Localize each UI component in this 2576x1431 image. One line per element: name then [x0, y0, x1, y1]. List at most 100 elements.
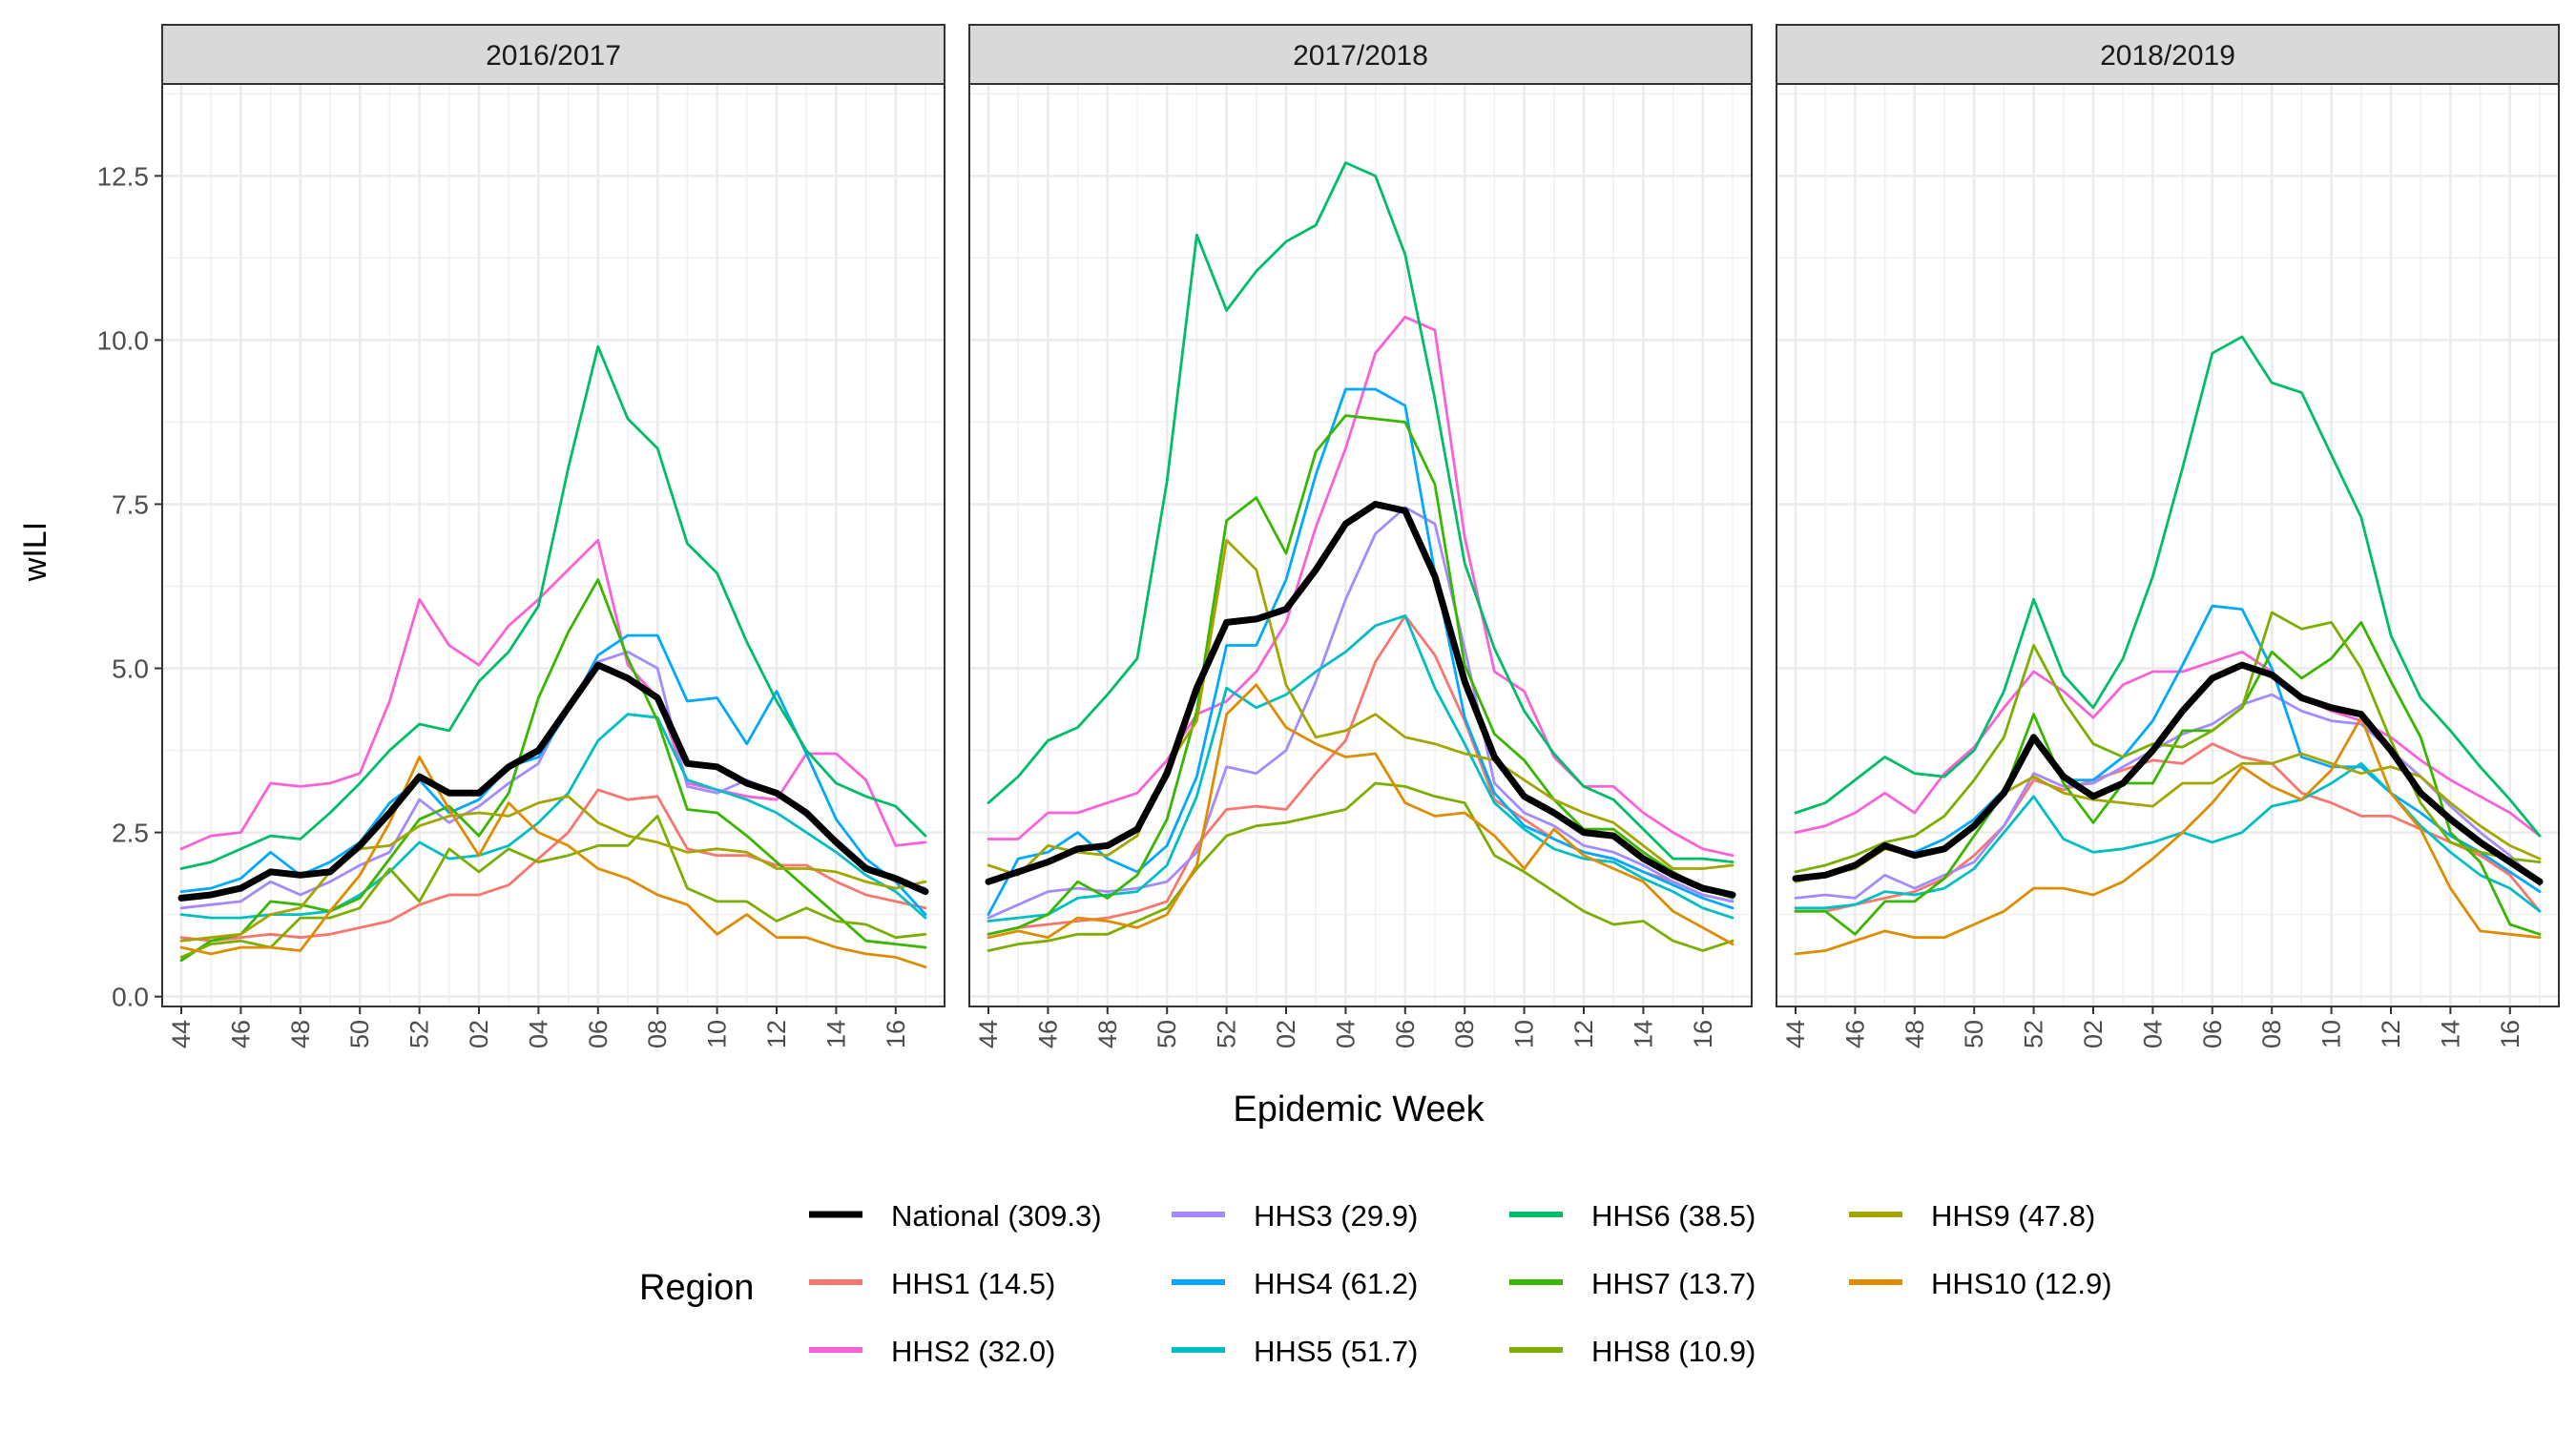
- series-line-hhs8: [987, 781, 1735, 952]
- series-line-hhs1: [179, 788, 927, 943]
- x-tick-label: 44: [974, 1020, 1003, 1048]
- series-line-hhs1: [1794, 742, 2542, 913]
- legend-label: HHS2 (32.0): [891, 1335, 1055, 1368]
- series-line-hhs3: [987, 506, 1735, 920]
- x-tick-label: 04: [524, 1020, 552, 1048]
- legend-label: HHS3 (29.9): [1254, 1199, 1418, 1233]
- legend-label: HHS5 (51.7): [1254, 1335, 1418, 1368]
- x-tick-label: 16: [2496, 1020, 2524, 1048]
- x-tick-label: 04: [2138, 1020, 2167, 1048]
- legend-item: HHS10 (12.9): [1849, 1267, 2112, 1300]
- x-tick-label: 08: [2257, 1020, 2286, 1048]
- legend-label: HHS9 (47.8): [1931, 1199, 2095, 1233]
- legend-title: Region: [639, 1268, 754, 1308]
- x-tick-label: 48: [1093, 1020, 1122, 1048]
- series-line-hhs6: [1794, 335, 2542, 838]
- y-tick-label: 5.0: [112, 654, 149, 684]
- series-line-hhs10: [179, 756, 927, 969]
- series-line-hhs10: [987, 683, 1735, 945]
- x-tick-label: 08: [1450, 1020, 1479, 1048]
- x-tick-label: 12: [762, 1020, 791, 1048]
- facet-strip-label: 2017/2018: [1293, 40, 1428, 72]
- x-tick-label: 14: [821, 1020, 850, 1048]
- series-line-hhs4: [987, 387, 1735, 916]
- series-line-hhs5: [1794, 761, 2542, 913]
- legend-item: HHS5 (51.7): [1172, 1335, 1418, 1368]
- legend-label: HHS6 (38.5): [1591, 1199, 1755, 1233]
- series-line-national: [985, 501, 1736, 899]
- legend-item: HHS4 (61.2): [1172, 1267, 1418, 1300]
- series-line-hhs4: [1794, 604, 2542, 893]
- x-tick-label: 16: [1689, 1020, 1717, 1048]
- legend-item: HHS8 (10.9): [1509, 1335, 1755, 1368]
- chart-panels: 2016/2017 44 46 48 50 52 02 04 06 08 10 12 14 16 2017/…: [161, 24, 2560, 1048]
- legend-label: HHS10 (12.9): [1931, 1267, 2112, 1300]
- x-tick-label: 16: [882, 1020, 910, 1048]
- series-line-hhs8: [179, 815, 927, 959]
- facet-panel: 2017/2018 44 46 48 50 52 02 04 06 08 10 12 14 16: [968, 24, 1753, 1048]
- y-tick-label: 0.0: [112, 983, 149, 1012]
- x-tick-label: 10: [703, 1020, 732, 1048]
- y-tick-label: 7.5: [112, 489, 149, 519]
- x-axis-title: Epidemic Week: [1233, 1089, 1485, 1130]
- series-line-hhs7: [987, 414, 1735, 936]
- series-line-hhs10: [1794, 716, 2542, 956]
- series-line-hhs8: [1794, 611, 2542, 874]
- legend-label: HHS4 (61.2): [1254, 1267, 1418, 1300]
- legend-item: HHS9 (47.8): [1849, 1199, 2095, 1233]
- facet-strip: [1776, 24, 2560, 85]
- y-tick-label: 12.5: [97, 161, 150, 191]
- facet-strip-label: 2016/2017: [486, 40, 621, 72]
- series-line-hhs5: [179, 713, 927, 920]
- x-tick-label: 06: [1391, 1020, 1420, 1048]
- x-tick-label: 46: [1840, 1020, 1869, 1048]
- facet-strip: [161, 24, 945, 85]
- facet-strip-label: 2018/2019: [2100, 40, 2235, 72]
- x-tick-label: 14: [1629, 1020, 1657, 1048]
- y-tick-label: 2.5: [112, 819, 149, 848]
- series-line-hhs7: [179, 578, 927, 963]
- x-tick-label: 06: [584, 1020, 613, 1048]
- series-line-hhs2: [179, 538, 927, 851]
- legend-label: HHS1 (14.5): [891, 1267, 1055, 1300]
- x-tick-label: 06: [2198, 1020, 2227, 1048]
- legend-item: HHS2 (32.0): [809, 1335, 1055, 1368]
- panel-border: [1776, 83, 2560, 1007]
- legend-label: National (309.3): [891, 1199, 1102, 1233]
- legend-label: HHS8 (10.9): [1591, 1335, 1755, 1368]
- legend-item: National (309.3): [809, 1199, 1102, 1233]
- series-line-hhs2: [1794, 650, 2542, 838]
- x-tick-label: 10: [2317, 1020, 2346, 1048]
- series-line-national: [177, 661, 929, 902]
- legend-item: HHS6 (38.5): [1509, 1199, 1755, 1233]
- legend: Region National (309.3) HHS1 (14.5) HHS2 (…: [639, 1199, 2112, 1368]
- facet-strip: [968, 24, 1753, 85]
- facet-panel: 2016/2017 44 46 48 50 52 02 04 06 08 10 12 14 16: [161, 24, 945, 1048]
- x-tick-label: 12: [1569, 1020, 1598, 1048]
- x-tick-label: 50: [345, 1020, 374, 1048]
- x-tick-label: 02: [465, 1020, 493, 1048]
- y-axis: 0.0 2.5 5.0 7.5 10.0 12.5: [97, 161, 162, 1012]
- series-line-hhs9: [987, 538, 1735, 877]
- x-tick-label: 50: [1153, 1020, 1181, 1048]
- x-tick-label: 44: [1781, 1020, 1810, 1048]
- x-tick-label: 02: [1272, 1020, 1300, 1048]
- series-line-hhs7: [1794, 621, 2542, 936]
- legend-item: HHS7 (13.7): [1509, 1267, 1755, 1300]
- x-tick-label: 44: [167, 1020, 196, 1048]
- legend-item: HHS3 (29.9): [1172, 1199, 1418, 1233]
- panel-border: [968, 83, 1753, 1007]
- plot-area: [162, 84, 945, 1006]
- legend-item: HHS1 (14.5): [809, 1267, 1055, 1300]
- x-tick-label: 14: [2436, 1020, 2464, 1048]
- x-tick-label: 48: [286, 1020, 315, 1048]
- x-tick-label: 50: [1960, 1020, 1988, 1048]
- x-tick-label: 46: [226, 1020, 255, 1048]
- x-tick-label: 52: [405, 1020, 434, 1048]
- x-tick-label: 12: [2377, 1020, 2405, 1048]
- x-tick-label: 10: [1510, 1020, 1539, 1048]
- series-line-national: [1792, 661, 2544, 885]
- y-tick-label: 10.0: [97, 325, 150, 355]
- x-tick-label: 02: [2079, 1020, 2108, 1048]
